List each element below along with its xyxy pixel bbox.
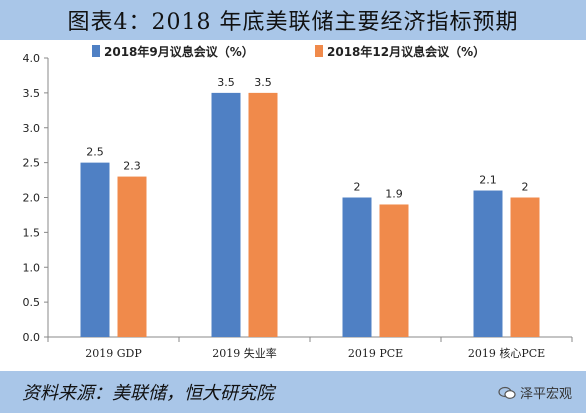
legend-label: 2018年12月议息会议（%） [327,44,485,59]
bar [379,204,409,337]
source-bar: 资料来源：美联储，恒大研究院 泽平宏观 [0,371,586,413]
source-text: 资料来源：美联储，恒大研究院 [22,383,274,404]
y-tick-label: 2.5 [23,157,41,170]
y-tick-label: 1.5 [23,226,41,239]
data-label: 1.9 [385,187,403,200]
category-label: 2019 失业率 [212,346,277,360]
brand-text: 泽平宏观 [519,387,572,402]
data-label: 3.5 [217,76,235,89]
bar [342,197,372,337]
bar [211,92,241,337]
data-label: 2.3 [123,160,141,173]
bar [117,176,147,337]
bar [510,197,540,337]
y-tick-label: 3.0 [23,122,41,135]
bar [473,190,503,337]
y-tick-label: 0.0 [23,331,41,344]
chart-area: 0.0 0.5 1.0 1.5 2.0 2.5 3.0 3.5 4.0 2.5 2.3 2019 GD… [0,42,586,372]
category-label: 2019 核心PCE [468,346,545,360]
data-label: 2.5 [86,146,104,159]
y-tick-label: 0.5 [23,296,41,309]
data-label: 2.1 [479,174,497,187]
category-label: 2019 GDP [85,347,142,360]
brand: 泽平宏观 [498,383,572,402]
chart-title: 图表4：2018 年底美联储主要经济指标预期 [67,10,519,35]
bar [248,92,278,337]
y-tick-label: 1.0 [23,261,41,274]
legend-label: 2018年9月议息会议（%） [104,44,254,59]
bar-chart: 0.0 0.5 1.0 1.5 2.0 2.5 3.0 3.5 4.0 2.5 2.3 2019 GD… [23,44,573,360]
legend-swatch [315,45,323,57]
y-tick-label: 3.5 [23,87,41,100]
chat-bubble-icon [498,386,516,400]
title-bar: 图表4：2018 年底美联储主要经济指标预期 [0,0,586,40]
category-label: 2019 PCE [348,347,403,360]
y-tick-label: 2.0 [23,192,41,205]
data-label: 2 [354,181,361,194]
y-tick-label: 4.0 [23,52,41,65]
legend-swatch [92,45,100,57]
bar [80,162,110,337]
data-label: 2 [522,181,529,194]
data-label: 3.5 [254,76,272,89]
